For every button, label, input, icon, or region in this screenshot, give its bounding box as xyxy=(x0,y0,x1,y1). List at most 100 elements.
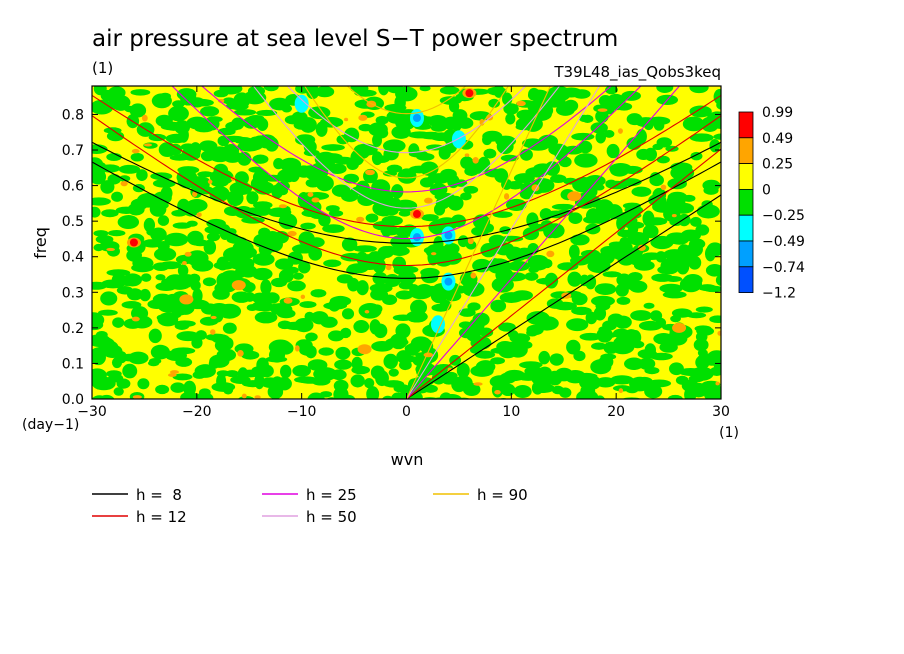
field-blob xyxy=(106,269,131,277)
dispersion-curve-5-kelvin xyxy=(405,86,551,399)
field-blob xyxy=(254,311,278,324)
field-blob xyxy=(709,366,721,376)
field-blob xyxy=(493,86,505,98)
field-blob xyxy=(498,322,516,332)
legend-label: h = 8 xyxy=(136,486,182,504)
field-blob xyxy=(157,215,170,226)
colorbar-swatch xyxy=(738,266,754,293)
field-speck xyxy=(430,252,437,256)
field-blob xyxy=(689,382,708,398)
field-blob xyxy=(474,350,496,359)
field-blob xyxy=(209,186,230,202)
field-blob xyxy=(581,114,594,123)
field-blob xyxy=(644,384,663,399)
field-blob xyxy=(506,249,527,262)
field-blob xyxy=(326,397,337,399)
field-speck xyxy=(311,197,320,203)
dispersion-curve-5-ig2 xyxy=(346,86,467,115)
dispersion-curve-3-ig1 xyxy=(171,86,642,240)
field-blob xyxy=(211,179,229,188)
field-blob xyxy=(148,328,162,344)
field-blob xyxy=(202,277,217,287)
field-blob xyxy=(621,397,642,399)
y-tick-label: 0.1 xyxy=(62,356,84,372)
field-blob xyxy=(506,180,524,190)
field-speck xyxy=(516,100,526,107)
y-tick-label: 0.8 xyxy=(62,107,84,123)
field-speck xyxy=(365,169,375,176)
x-tick-label: 0 xyxy=(402,404,411,420)
colorbar-swatch xyxy=(738,240,754,268)
field-blob xyxy=(502,92,513,106)
field-blob xyxy=(321,144,345,151)
field-blob xyxy=(595,130,606,144)
field-blob xyxy=(602,271,622,278)
colorbar-label: 0 xyxy=(762,182,771,198)
field-blob xyxy=(553,301,577,311)
field-blob xyxy=(318,347,334,356)
y-tick-label: 0.7 xyxy=(62,143,84,159)
x-tick-label: 20 xyxy=(607,404,625,420)
field-blob xyxy=(139,288,151,302)
field-blob xyxy=(191,259,214,272)
field-blob xyxy=(98,394,115,399)
field-blob xyxy=(494,168,509,183)
field-blob xyxy=(676,258,690,275)
field-blob xyxy=(351,365,370,375)
field-blob xyxy=(711,122,721,129)
field-blob xyxy=(594,283,617,295)
field-blob xyxy=(100,291,118,306)
field-blob xyxy=(171,310,182,319)
colorbar-swatch xyxy=(738,111,754,139)
field-blob xyxy=(570,234,590,246)
y-axis-label: freq xyxy=(31,227,50,259)
field-blob xyxy=(241,216,265,224)
field-blob xyxy=(308,237,325,248)
field-blob xyxy=(527,89,550,102)
y-tick-label: 0.4 xyxy=(62,250,84,266)
colorbar-swatch xyxy=(738,163,754,190)
field-blob xyxy=(430,287,448,304)
field-blob xyxy=(265,356,288,363)
field-blob xyxy=(225,370,239,378)
field-blob xyxy=(218,309,231,317)
field-blob xyxy=(194,364,216,378)
colorbar-swatch xyxy=(738,214,754,242)
field-blob xyxy=(190,280,201,291)
colorbar-swatch xyxy=(738,188,754,216)
field-blob xyxy=(364,378,375,389)
field-blob xyxy=(421,214,439,222)
field-blob xyxy=(533,383,555,393)
field-blob xyxy=(610,164,629,177)
field-blob xyxy=(559,387,572,398)
field-blob xyxy=(574,153,598,168)
field-speck xyxy=(356,216,365,223)
field-blob xyxy=(686,312,707,319)
field-blob xyxy=(690,151,703,161)
x-tick-label: 10 xyxy=(502,404,520,420)
field-blob xyxy=(331,369,347,381)
field-blob xyxy=(315,86,335,98)
field-blob xyxy=(488,98,500,108)
x-axis: −30 −20 −10 0 10 20 30 xyxy=(77,86,730,420)
y-tick-label: 0.3 xyxy=(62,285,84,301)
field-speck xyxy=(106,247,115,252)
field-blob xyxy=(98,309,118,316)
field-blob xyxy=(311,376,331,386)
field-speck xyxy=(307,192,314,198)
colorbar-label: 0.25 xyxy=(762,157,793,173)
field-blob xyxy=(451,117,462,132)
field-blob xyxy=(130,89,151,96)
field-blob xyxy=(444,290,462,302)
field-blob xyxy=(209,354,230,368)
colorbar-label: 0.49 xyxy=(762,131,793,147)
dispersion-curve-2-kelvin xyxy=(406,148,721,399)
field-speck xyxy=(423,352,433,358)
field-blob xyxy=(538,350,551,365)
field-blob xyxy=(394,199,418,212)
field-blob xyxy=(106,152,122,162)
field-blob xyxy=(526,329,539,337)
x-tick-label: −10 xyxy=(287,404,317,420)
field-blob xyxy=(544,272,559,289)
field-blob xyxy=(219,86,243,95)
